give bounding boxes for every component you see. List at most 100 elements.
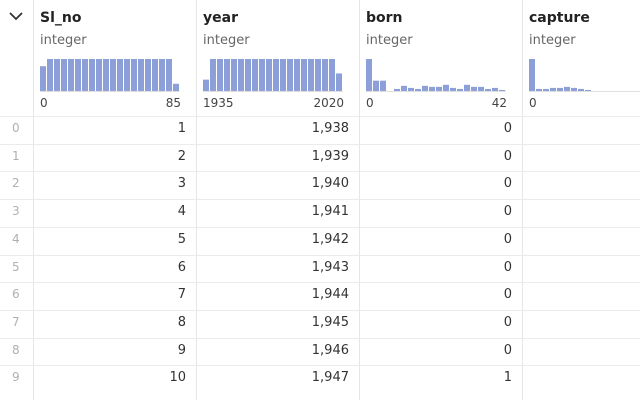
histogram-bar: [492, 87, 498, 91]
row-index: 5: [12, 259, 20, 274]
column-type: integer: [40, 33, 87, 48]
histogram-bar: [159, 59, 165, 91]
cell: 0: [503, 231, 512, 247]
histogram-max: 85: [165, 96, 181, 110]
cell: 8: [177, 314, 186, 330]
column-type: integer: [366, 33, 413, 48]
histogram-bar: [457, 88, 463, 91]
histogram-min: 0: [529, 96, 537, 110]
cell: 2: [177, 148, 186, 164]
histogram-bar: [366, 59, 372, 91]
histogram: [366, 59, 506, 92]
header-divider: [0, 116, 640, 117]
histogram-bar: [436, 86, 442, 91]
histogram-bar: [96, 59, 102, 91]
column-name: Sl_no: [40, 10, 82, 26]
row-index: 6: [12, 287, 20, 302]
histogram-bar: [373, 80, 379, 91]
row-divider: [0, 310, 640, 311]
histogram-bar: [499, 89, 505, 91]
histogram-bar: [336, 73, 342, 91]
column-divider: [196, 0, 197, 400]
histogram: [529, 59, 640, 92]
cell: 4: [177, 204, 186, 220]
cell: 1,944: [311, 287, 349, 303]
histogram-bar: [61, 59, 67, 91]
histogram-bar: [315, 59, 321, 91]
histogram-bar: [536, 88, 542, 91]
histogram-bar: [124, 59, 130, 91]
histogram-bar: [89, 59, 95, 91]
column-name: year: [203, 10, 238, 26]
histogram-bar: [138, 59, 144, 91]
histogram-bar: [322, 59, 328, 91]
row-index: 4: [12, 231, 20, 246]
column-name: capture: [529, 10, 590, 26]
histogram-bar: [68, 59, 74, 91]
row-divider: [0, 144, 640, 145]
histogram-bar: [294, 59, 300, 91]
histogram-bar: [82, 59, 88, 91]
cell: 0: [503, 148, 512, 164]
cell: 1,943: [311, 259, 349, 275]
cell: 1,947: [311, 370, 349, 386]
column-divider: [33, 0, 34, 400]
histogram-bar: [401, 85, 407, 91]
histogram-bar: [394, 88, 400, 91]
histogram-min: 0: [40, 96, 48, 110]
collapse-chevron[interactable]: [9, 12, 23, 22]
cell: 0: [503, 287, 512, 303]
histogram-bar: [280, 59, 286, 91]
column-divider: [359, 0, 360, 400]
column-type: integer: [529, 33, 576, 48]
histogram-bar: [217, 59, 223, 91]
histogram-bar: [550, 87, 556, 91]
cell: 3: [177, 176, 186, 192]
histogram-bar: [145, 59, 151, 91]
column-name: born: [366, 10, 403, 26]
cell: 5: [177, 231, 186, 247]
histogram-max: 2020: [313, 96, 344, 110]
row-divider: [0, 365, 640, 366]
histogram-bar: [266, 59, 272, 91]
histogram-bar: [578, 88, 584, 91]
histogram-bar: [564, 86, 570, 91]
histogram-bar: [585, 89, 591, 91]
histogram: [203, 59, 343, 92]
histogram-bar: [166, 59, 172, 91]
cell: 9: [177, 342, 186, 358]
row-divider: [0, 282, 640, 283]
row-divider: [0, 255, 640, 256]
histogram-bar: [110, 59, 116, 91]
histogram-bar: [54, 59, 60, 91]
histogram-max: 42: [491, 96, 507, 110]
row-divider: [0, 227, 640, 228]
row-divider: [0, 338, 640, 339]
row-divider: [0, 171, 640, 172]
histogram-bar: [273, 59, 279, 91]
histogram-bar: [380, 80, 386, 91]
histogram-bar: [422, 85, 428, 91]
cell: 1,940: [311, 176, 349, 192]
histogram-bar: [443, 84, 449, 91]
histogram-bar: [529, 59, 535, 91]
cell: 1,941: [311, 204, 349, 220]
histogram-bar: [415, 88, 421, 91]
histogram-bar: [103, 59, 109, 91]
histogram-bar: [429, 86, 435, 91]
row-index: 2: [12, 176, 20, 191]
histogram-bar: [464, 84, 470, 91]
histogram-bar: [301, 59, 307, 91]
histogram-bar: [471, 86, 477, 91]
histogram-bar: [238, 59, 244, 91]
cell: 1: [177, 121, 186, 136]
cell: 1,946: [311, 342, 349, 358]
cell: 1,945: [311, 314, 349, 330]
histogram-bar: [329, 59, 335, 91]
cell: 1: [503, 370, 512, 386]
cell: 0: [503, 176, 512, 192]
row-index: 0: [12, 121, 20, 135]
histogram-bar: [231, 59, 237, 91]
histogram-bar: [308, 59, 314, 91]
